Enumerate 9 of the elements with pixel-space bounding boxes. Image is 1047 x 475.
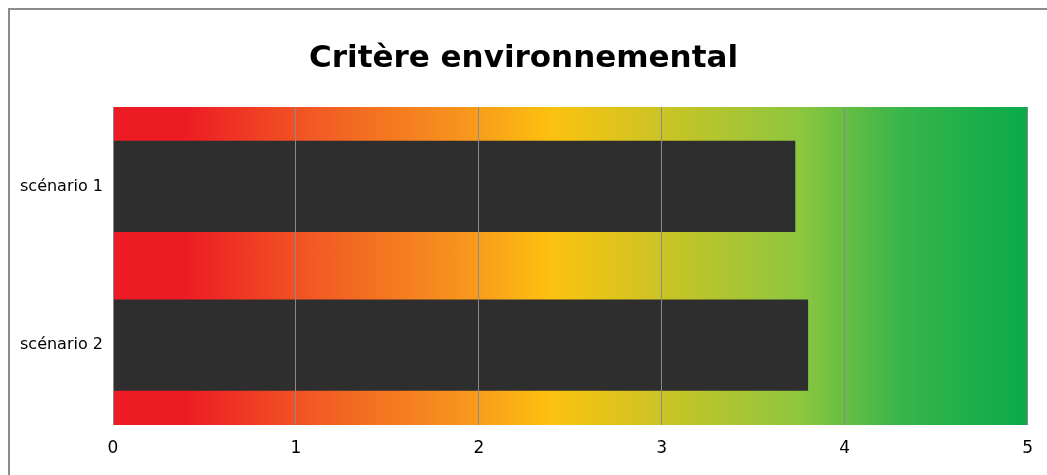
chart-title: Critère environnemental — [307, 38, 740, 74]
y-tick-label: scénario 2 — [20, 334, 103, 354]
x-tick-label: 2 — [473, 437, 485, 458]
x-tick-label: 1 — [290, 437, 302, 458]
x-tick-label: 5 — [1022, 437, 1034, 458]
y-tick-label: scénario 1 — [20, 175, 103, 195]
x-tick-label: 3 — [656, 437, 668, 458]
x-tick-label: 4 — [839, 437, 851, 458]
x-tick-label: 0 — [107, 437, 119, 458]
